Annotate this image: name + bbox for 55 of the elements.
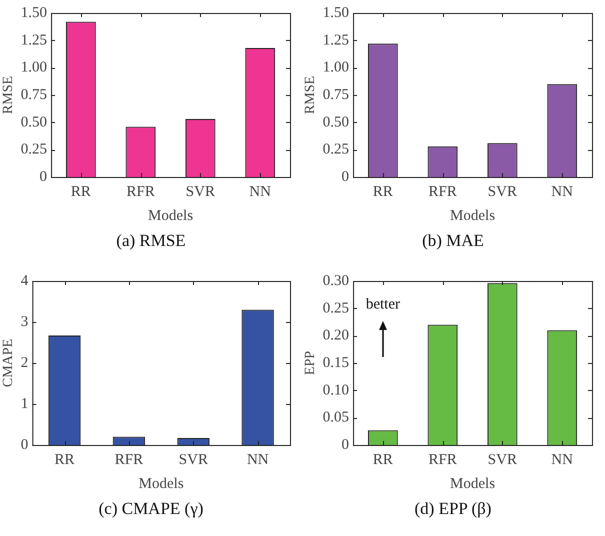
x-tick-label: SVR	[488, 184, 517, 200]
x-tick-label: RFR	[428, 184, 457, 200]
y-tick-label: 1.50	[322, 4, 350, 21]
y-tick-label: 0.50	[20, 114, 48, 130]
x-axis-title: Models	[450, 208, 496, 224]
y-tick-label: 0	[20, 436, 28, 453]
y-axis-title: RMSE	[303, 76, 318, 114]
x-tick-label: NN	[551, 452, 574, 468]
x-tick-label: NN	[246, 452, 269, 468]
y-tick-label: 0	[342, 436, 350, 453]
y-tick-label: 1.25	[20, 32, 48, 48]
y-tick-label: 2	[20, 354, 28, 371]
x-tick-label: RFR	[114, 452, 144, 468]
y-tick-label: 0.15	[322, 354, 350, 371]
y-tick-label: 3	[20, 314, 28, 330]
x-tick-label: RR	[372, 184, 393, 200]
text: (a) RMSE	[115, 231, 187, 251]
y-tick-label: 0.75	[322, 86, 350, 103]
y-tick-label: 0.05	[322, 410, 350, 426]
x-tick-label: RR	[372, 452, 393, 468]
y-tick-label: 1.50	[20, 4, 48, 21]
x-axis-title: Models	[450, 476, 496, 492]
x-axis-title: Models	[148, 208, 194, 224]
x-tick-label: NN	[551, 184, 574, 200]
y-tick-label: 0.25	[322, 300, 350, 316]
text: (d) EPP (β)	[414, 499, 492, 519]
y-tick-label: 0.30	[322, 272, 350, 289]
y-tick-label: 0.50	[322, 114, 350, 130]
x-tick-label: RR	[54, 452, 75, 468]
y-tick-label: 0	[342, 168, 350, 185]
y-tick-label: 1.00	[322, 60, 350, 76]
y-axis-title: EPP	[303, 350, 318, 376]
y-tick-label: 0.20	[322, 328, 350, 344]
x-tick-label: SVR	[186, 184, 215, 200]
y-tick-label: 1.00	[20, 60, 48, 76]
y-tick-label: 0.10	[322, 382, 350, 398]
annotation: better	[366, 296, 400, 312]
x-tick-label: SVR	[488, 452, 517, 468]
y-tick-label: 0.75	[20, 86, 48, 103]
y-tick-label: 1.25	[322, 32, 350, 48]
x-tick-label: SVR	[178, 452, 208, 468]
x-tick-label: NN	[249, 184, 272, 200]
text: (c) CMAPE (γ)	[98, 499, 204, 519]
x-tick-label: RR	[70, 184, 91, 200]
y-axis-title: CMAPE	[1, 338, 16, 388]
x-axis-title: Models	[138, 476, 184, 492]
x-tick-label: RFR	[428, 452, 457, 468]
text: (b) MAE	[421, 231, 485, 251]
y-axis-title: RMSE	[1, 76, 16, 114]
x-tick-label: RFR	[126, 184, 155, 200]
y-tick-label: 4	[20, 272, 29, 289]
y-tick-label: 0	[40, 168, 48, 185]
y-tick-label: 0.25	[20, 142, 48, 158]
y-tick-label: 1	[20, 396, 28, 412]
y-tick-label: 0.25	[322, 142, 350, 158]
